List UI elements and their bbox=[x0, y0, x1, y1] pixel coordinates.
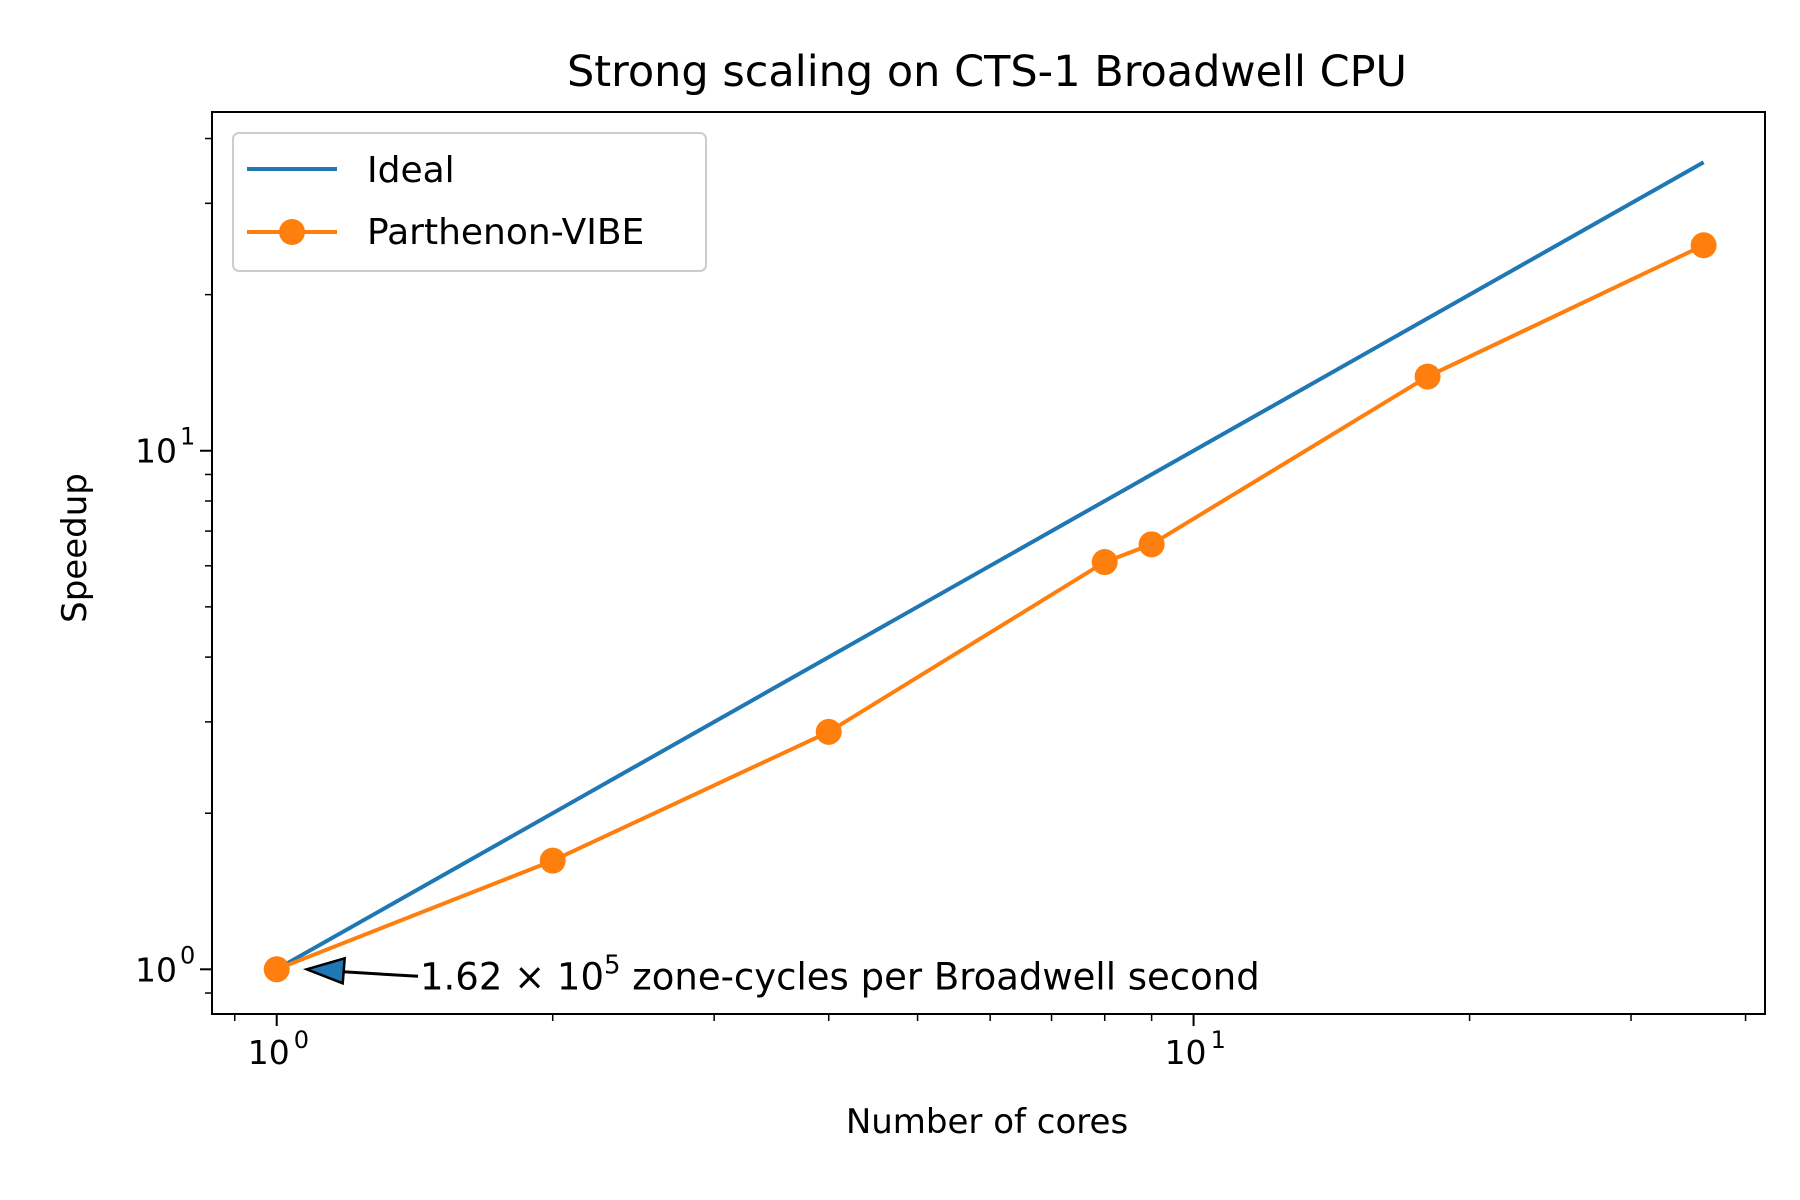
data-point-parthenon-vibe bbox=[539, 847, 566, 874]
annotation: 1.62 × 105 zone-cycles per Broadwell sec… bbox=[302, 950, 1260, 998]
data-point-parthenon-vibe bbox=[1138, 531, 1165, 558]
x-tick-label-exponent: 1 bbox=[1211, 1026, 1226, 1054]
y-tick-label: 10 bbox=[135, 432, 177, 471]
annotation-text: 1.62 × 105 zone-cycles per Broadwell sec… bbox=[420, 950, 1260, 998]
data-point-parthenon-vibe bbox=[1414, 363, 1441, 390]
axes-frame bbox=[211, 111, 1766, 1015]
x-tick-label: 10 bbox=[1165, 1033, 1207, 1072]
y-axis-label: Speedup bbox=[55, 473, 95, 623]
legend: Ideal Parthenon-VIBE bbox=[232, 132, 707, 272]
x-tick-label: 10 bbox=[248, 1033, 290, 1072]
chart-title: Strong scaling on CTS-1 Broadwell CPU bbox=[567, 47, 1407, 97]
legend-frame bbox=[232, 132, 707, 272]
x-axis-label: Number of cores bbox=[846, 1102, 1128, 1142]
data-point-parthenon-vibe bbox=[263, 956, 290, 983]
series-layer bbox=[263, 160, 1717, 983]
annotation-arrow-head bbox=[302, 956, 347, 986]
y-tick-label-exponent: 0 bbox=[180, 941, 195, 969]
legend-label-ideal: Ideal bbox=[367, 150, 455, 191]
x-axis-ticks: 10 0 10 1 bbox=[234, 1014, 1747, 1072]
annotation-arrow-shaft bbox=[334, 969, 419, 978]
data-point-parthenon-vibe bbox=[1690, 232, 1717, 259]
plot-area bbox=[211, 111, 1766, 1015]
data-point-parthenon-vibe bbox=[1091, 549, 1118, 576]
x-tick-label-exponent: 0 bbox=[294, 1026, 309, 1054]
legend-marker-parthenon-vibe bbox=[279, 219, 305, 245]
legend-label-parthenon-vibe: Parthenon-VIBE bbox=[367, 212, 644, 253]
series-line-ideal bbox=[275, 160, 1705, 972]
y-tick-label-exponent: 1 bbox=[180, 423, 195, 451]
series-line-parthenon-vibe bbox=[275, 243, 1705, 972]
y-tick-label: 10 bbox=[135, 950, 177, 989]
data-point-parthenon-vibe bbox=[815, 718, 842, 745]
